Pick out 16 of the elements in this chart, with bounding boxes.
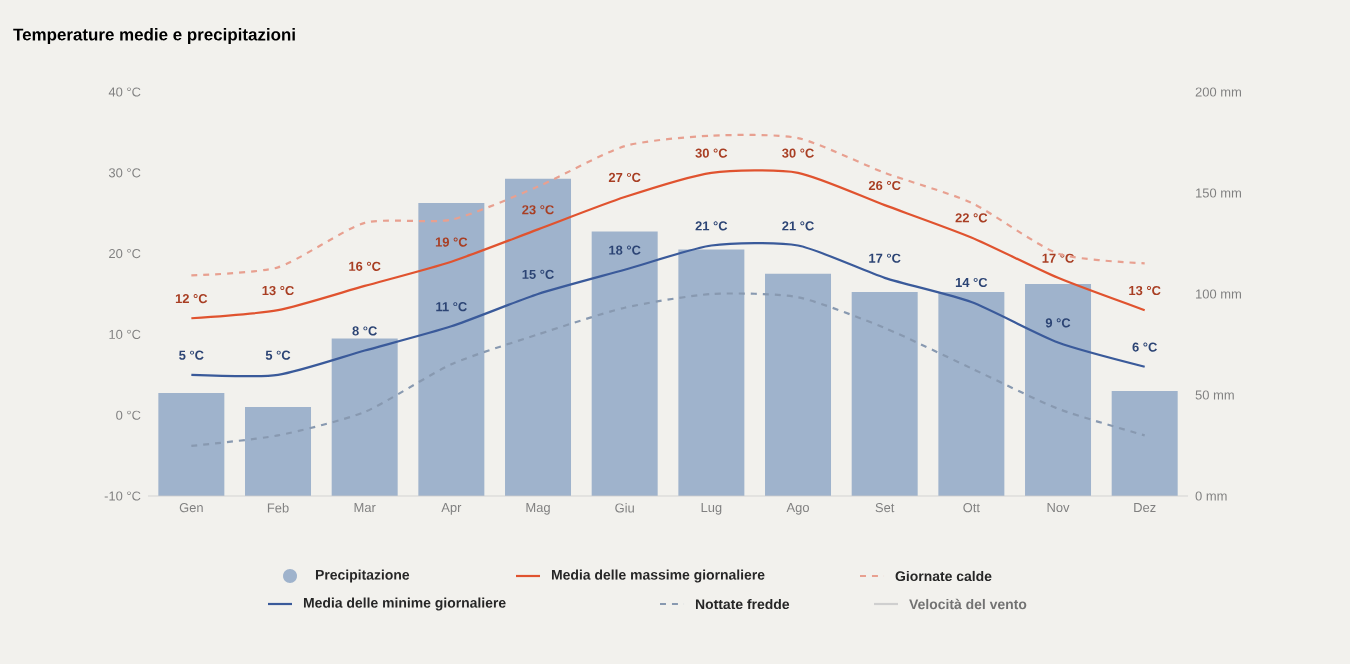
- bar: [1111, 390, 1178, 496]
- line-series: [190, 133, 1146, 277]
- bar: [418, 203, 485, 496]
- chart-title: Temperature medie e precipitazioni: [13, 28, 295, 44]
- bar: [938, 291, 1005, 496]
- bar: [1025, 283, 1092, 496]
- bar: [765, 273, 832, 496]
- bar: [158, 392, 225, 496]
- bar: [331, 338, 398, 496]
- bar: [851, 291, 918, 496]
- line-series: [190, 292, 1146, 448]
- bar: [678, 249, 745, 496]
- line-series: [190, 169, 1146, 320]
- bar: [505, 178, 572, 496]
- bar: [591, 231, 658, 496]
- bar: [245, 407, 312, 496]
